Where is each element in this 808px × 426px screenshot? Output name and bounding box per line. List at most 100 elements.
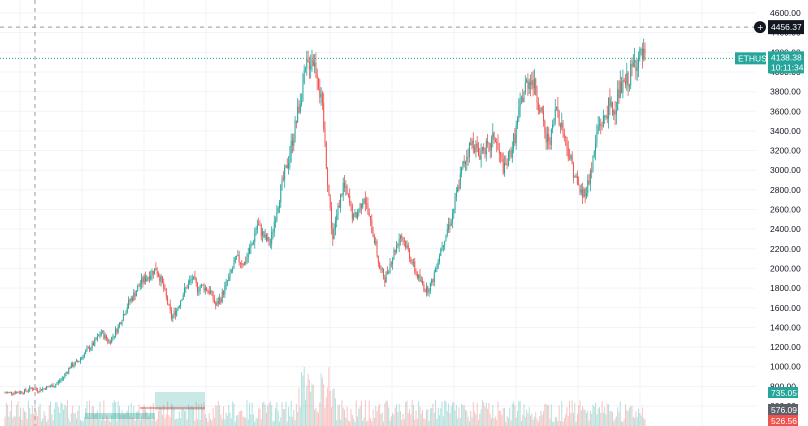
volume-bar xyxy=(329,390,331,426)
volume-bar xyxy=(511,403,513,426)
candle-body xyxy=(617,89,619,111)
candle-body xyxy=(615,110,617,115)
volume-bar xyxy=(363,417,365,426)
candle-body xyxy=(605,115,607,117)
candle-body xyxy=(302,84,304,101)
candle-body xyxy=(203,284,205,291)
candle-body xyxy=(238,254,240,263)
candle-body xyxy=(306,59,308,69)
candle-body xyxy=(277,207,279,213)
volume-bar xyxy=(221,418,223,426)
candle-body xyxy=(9,391,11,393)
volume-bar xyxy=(81,421,83,426)
candle-body xyxy=(635,59,637,71)
volume-bar xyxy=(182,408,184,426)
candle-body xyxy=(252,242,254,244)
volume-bar xyxy=(185,410,187,426)
candle-body xyxy=(407,245,409,250)
candle-body xyxy=(449,224,451,226)
candle-body xyxy=(173,311,175,316)
volume-bar xyxy=(569,400,571,426)
candle-body xyxy=(333,229,335,240)
volume-bar xyxy=(223,406,225,426)
volume-bar xyxy=(454,410,456,426)
volume-bar xyxy=(574,402,576,426)
volume-bar xyxy=(242,416,244,426)
candle-body xyxy=(26,390,28,392)
candle-body xyxy=(610,101,612,107)
candle-body xyxy=(638,57,639,68)
candle-body xyxy=(371,219,373,234)
candle-body xyxy=(215,302,217,306)
candle-body xyxy=(104,335,106,339)
candle-body xyxy=(161,276,163,283)
candle-body xyxy=(264,234,266,238)
volume-bar xyxy=(302,375,304,426)
volume-bar xyxy=(405,402,407,426)
volume-bar xyxy=(33,414,35,426)
candle-body xyxy=(303,70,305,85)
volume-bar xyxy=(107,417,109,426)
candle-body xyxy=(281,178,283,185)
candle-body xyxy=(501,154,503,159)
volume-bar xyxy=(56,402,58,426)
candle-body xyxy=(476,143,478,148)
volume-bar xyxy=(301,371,303,426)
candle-body xyxy=(14,392,16,394)
candle-body xyxy=(20,391,22,393)
candle-body xyxy=(181,299,183,301)
candle-body xyxy=(523,92,525,103)
y-tick-label: 1000.00 xyxy=(770,362,801,372)
candle-body xyxy=(187,282,189,289)
candle-body xyxy=(510,151,512,157)
candle-body xyxy=(63,376,65,379)
volume-bar xyxy=(571,400,573,426)
candle-body xyxy=(580,189,582,193)
volume-bar xyxy=(450,406,452,426)
volume-bar xyxy=(148,416,150,426)
candle-body xyxy=(60,379,62,381)
y-tick-label: 2600.00 xyxy=(770,205,801,215)
volume-bar xyxy=(104,420,106,426)
candle-body xyxy=(336,215,338,221)
volume-bar xyxy=(578,405,580,426)
candle-body xyxy=(271,232,273,245)
candle-body xyxy=(436,268,438,270)
volume-bar xyxy=(293,409,295,426)
volume-bar xyxy=(640,415,642,426)
volume-bar xyxy=(537,421,539,426)
candle-body xyxy=(575,175,577,177)
candle-body xyxy=(34,388,36,390)
volume-bar xyxy=(48,405,50,426)
candle-body xyxy=(133,292,135,301)
volume-bar xyxy=(423,418,425,426)
candle-body xyxy=(544,120,546,133)
crosshair-price-text: 4456.37 xyxy=(771,22,802,32)
candle-body xyxy=(298,106,300,113)
candle-body xyxy=(94,339,96,346)
volume-bar xyxy=(212,407,214,426)
volume-bar xyxy=(501,415,503,426)
candle-body xyxy=(324,128,326,143)
candle-body xyxy=(53,386,55,388)
candle-body xyxy=(301,100,303,104)
volume-bar xyxy=(494,416,496,426)
volume-bar xyxy=(342,407,344,426)
candle-body xyxy=(613,110,615,115)
volume-bar xyxy=(613,421,615,426)
volume-bar xyxy=(163,405,165,426)
candle-body xyxy=(263,231,265,238)
volume-bar xyxy=(438,415,440,426)
candles xyxy=(4,38,646,396)
volume-bar xyxy=(390,416,392,426)
volume-bar xyxy=(43,411,45,426)
candle-body xyxy=(517,118,519,125)
volume-bar xyxy=(588,420,590,426)
candle-body xyxy=(459,173,461,189)
volume-bar xyxy=(156,419,158,426)
candle-body xyxy=(406,245,408,248)
y-tick-label: 2400.00 xyxy=(770,224,801,234)
candle-body xyxy=(500,153,502,155)
candle-body xyxy=(431,279,433,283)
